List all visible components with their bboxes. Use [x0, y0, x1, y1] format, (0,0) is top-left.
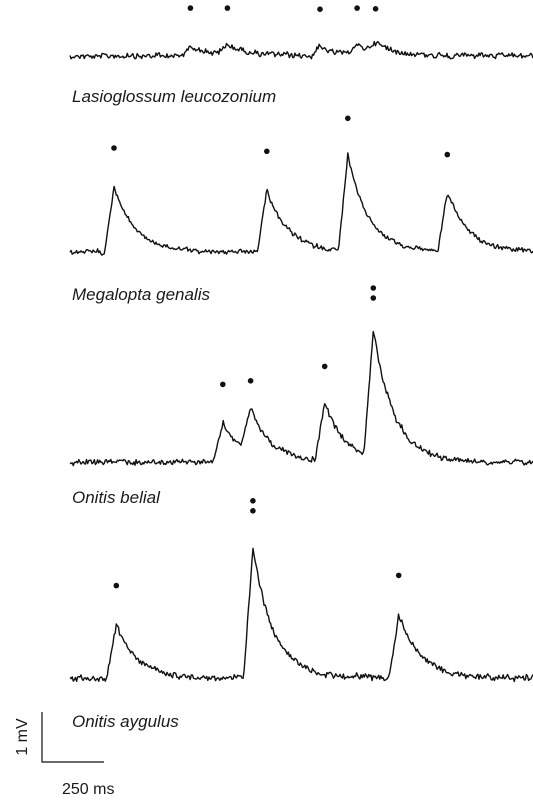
- spike-marker: [345, 115, 351, 122]
- spike-marker: [113, 582, 120, 589]
- time-scale-label: 250 ms: [62, 781, 114, 798]
- recording-trace: [69, 330, 533, 467]
- species-label: Onitis belial: [72, 488, 161, 507]
- spike-marker: [224, 5, 231, 11]
- recording-panel: Onitis belial: [69, 285, 533, 507]
- spike-marker: [444, 151, 451, 158]
- scale-bar-lines: [41, 712, 104, 763]
- spike-marker: [370, 285, 377, 291]
- spike-marker: [370, 295, 377, 301]
- recording-trace: [69, 547, 533, 683]
- spike-marker: [250, 508, 256, 514]
- voltage-scale-label: 1 mV: [14, 718, 31, 756]
- recording-panel: Lasioglossum leucozonium: [69, 5, 533, 106]
- spike-marker: [372, 6, 379, 12]
- species-label: Lasioglossum leucozonium: [72, 87, 276, 106]
- spike-marker: [111, 145, 117, 151]
- spike-marker: [264, 148, 270, 155]
- species-label: Onitis aygulus: [72, 712, 179, 731]
- spike-marker: [321, 363, 328, 370]
- recording-panel: Onitis aygulus: [69, 498, 533, 731]
- spike-marker: [220, 381, 226, 388]
- recording-trace: [69, 40, 533, 60]
- recording-trace: [69, 152, 533, 256]
- species-label: Megalopta genalis: [72, 285, 210, 304]
- spike-marker: [317, 6, 323, 12]
- spike-marker: [250, 498, 256, 504]
- spike-marker: [187, 5, 194, 11]
- recording-panels: Lasioglossum leucozonium Megalopta genali…: [69, 5, 533, 731]
- spike-marker: [354, 5, 360, 11]
- recording-panel: Megalopta genalis: [69, 115, 533, 304]
- scale-bar: 1 mV 250 ms: [14, 712, 114, 798]
- spike-marker: [247, 378, 254, 384]
- spike-marker: [395, 572, 402, 579]
